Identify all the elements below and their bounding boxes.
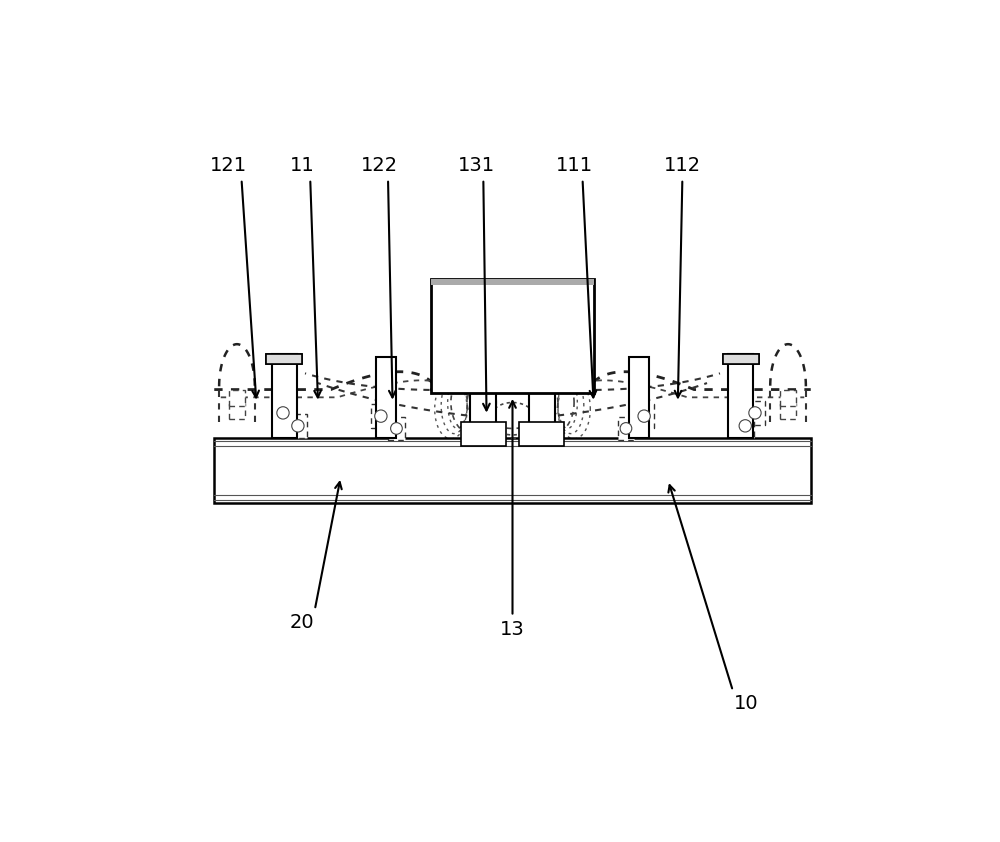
Bar — [529, 392, 555, 438]
Bar — [723, 354, 759, 364]
Bar — [519, 422, 564, 446]
Bar — [736, 413, 754, 438]
Text: 111: 111 — [556, 157, 593, 175]
Bar — [461, 422, 506, 446]
Circle shape — [739, 419, 751, 432]
Bar — [214, 438, 811, 503]
Bar — [431, 280, 594, 392]
Circle shape — [749, 407, 761, 419]
Bar — [266, 354, 302, 364]
Bar — [728, 354, 753, 438]
Text: 121: 121 — [210, 157, 247, 175]
Circle shape — [391, 423, 402, 434]
Bar — [780, 402, 796, 418]
Bar — [618, 417, 634, 440]
Bar — [780, 390, 796, 406]
Bar — [376, 357, 396, 438]
Bar — [634, 404, 654, 429]
Bar — [745, 401, 765, 425]
Bar — [388, 417, 405, 440]
Bar — [229, 390, 245, 406]
Bar — [273, 401, 293, 425]
Text: 122: 122 — [361, 157, 398, 175]
Text: 13: 13 — [500, 620, 525, 639]
Text: 20: 20 — [289, 614, 314, 632]
Bar — [629, 357, 649, 438]
Text: 11: 11 — [289, 157, 314, 175]
Circle shape — [277, 407, 289, 419]
Bar — [371, 404, 391, 429]
Text: 112: 112 — [664, 157, 701, 175]
Circle shape — [620, 423, 632, 434]
Circle shape — [292, 419, 304, 432]
Bar — [289, 413, 307, 438]
Bar — [266, 354, 302, 364]
Bar — [470, 392, 496, 438]
Circle shape — [638, 410, 650, 423]
Bar — [723, 354, 759, 364]
Circle shape — [375, 410, 387, 423]
Bar — [431, 280, 594, 285]
Bar — [272, 354, 297, 438]
Bar — [229, 402, 245, 418]
Text: 10: 10 — [734, 695, 758, 713]
Text: 131: 131 — [458, 157, 495, 175]
